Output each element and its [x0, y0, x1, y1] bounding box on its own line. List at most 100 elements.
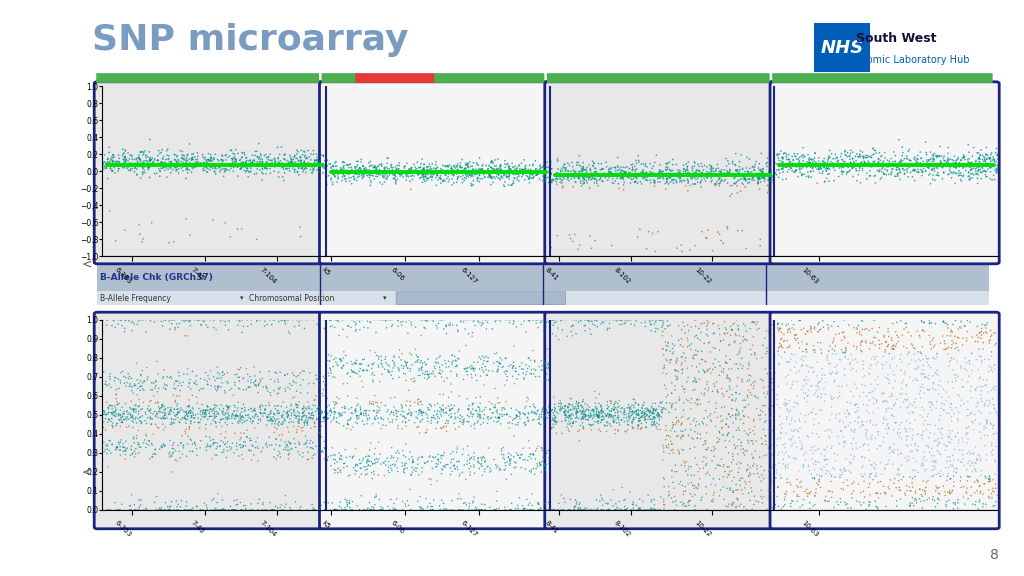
Point [727, 173, 743, 183]
Point [843, 439, 859, 448]
Point [291, 321, 307, 330]
Point [883, 170, 899, 179]
Point [940, 320, 956, 329]
Point [227, 411, 244, 420]
Point [980, 165, 996, 174]
Point [652, 166, 669, 176]
Point [438, 174, 455, 183]
Point [730, 485, 746, 494]
Point [372, 315, 388, 324]
Point [318, 419, 335, 428]
Point [570, 414, 587, 423]
Point [421, 474, 437, 483]
Point [805, 449, 821, 458]
Point [464, 181, 480, 190]
Point [98, 164, 115, 173]
Point [803, 445, 819, 454]
Point [447, 161, 464, 170]
Point [902, 501, 919, 510]
Point [908, 157, 925, 166]
Point [206, 372, 222, 381]
Point [573, 400, 590, 410]
Point [119, 415, 135, 425]
Point [975, 338, 991, 347]
Point [394, 505, 411, 514]
Point [366, 315, 382, 324]
Point [147, 412, 164, 421]
Point [529, 407, 546, 416]
Point [476, 173, 493, 182]
Point [698, 420, 715, 430]
Point [210, 382, 226, 392]
Point [181, 401, 198, 411]
Point [108, 421, 124, 430]
Point [233, 159, 250, 168]
Point [369, 406, 385, 415]
Point [369, 169, 385, 179]
Point [706, 442, 722, 452]
Point [327, 315, 343, 324]
Point [571, 498, 588, 507]
Point [668, 420, 684, 429]
Point [310, 371, 327, 380]
Point [585, 170, 601, 179]
Point [135, 150, 152, 160]
Point [617, 505, 634, 514]
Point [896, 369, 912, 378]
Point [942, 474, 958, 483]
Point [732, 187, 749, 196]
Point [301, 404, 317, 413]
Point [977, 431, 993, 440]
Point [462, 470, 478, 479]
Point [222, 161, 239, 170]
Point [97, 414, 114, 423]
Point [645, 315, 662, 324]
Point [514, 168, 530, 177]
Point [686, 414, 702, 423]
Point [532, 161, 549, 170]
Point [492, 358, 508, 367]
Point [781, 419, 798, 429]
Point [947, 158, 964, 167]
Point [243, 158, 259, 167]
Point [627, 172, 643, 181]
Point [174, 414, 190, 423]
Point [297, 417, 313, 426]
Point [191, 505, 208, 514]
Point [455, 174, 471, 183]
Point [582, 413, 598, 422]
Point [450, 445, 466, 454]
Point [536, 402, 552, 411]
Point [961, 160, 977, 169]
Point [807, 500, 823, 509]
Point [791, 467, 807, 476]
Point [687, 385, 703, 394]
Point [197, 408, 213, 417]
Point [838, 422, 854, 431]
Point [781, 162, 798, 172]
Point [928, 486, 944, 495]
Point [754, 494, 770, 503]
Point [597, 173, 613, 183]
Point [977, 170, 993, 179]
Point [269, 401, 286, 410]
Point [966, 461, 982, 471]
Point [955, 162, 972, 172]
Point [494, 410, 510, 419]
Point [177, 427, 194, 436]
Point [328, 505, 344, 514]
Point [141, 156, 158, 165]
Point [615, 185, 632, 194]
Point [547, 403, 563, 412]
Point [341, 169, 357, 179]
Point [237, 166, 253, 175]
Point [667, 467, 683, 476]
Text: <: < [82, 257, 92, 271]
Point [369, 351, 385, 360]
Point [272, 452, 289, 461]
Point [166, 505, 182, 514]
Point [869, 166, 886, 175]
Point [443, 400, 460, 410]
Point [293, 146, 309, 155]
Point [630, 410, 646, 419]
